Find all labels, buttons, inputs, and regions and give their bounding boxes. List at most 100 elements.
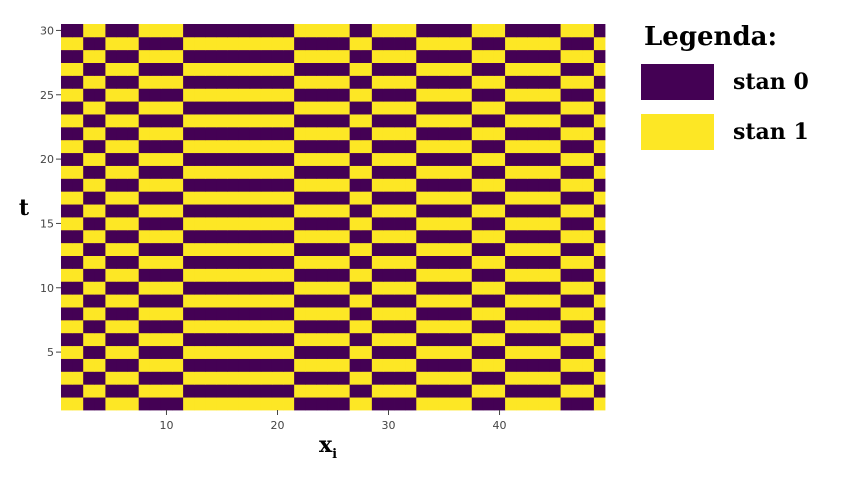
heatmap-cell [271, 397, 284, 411]
heatmap-cell [127, 36, 140, 51]
heatmap-cell [116, 229, 129, 244]
heatmap-cell [138, 371, 151, 385]
heatmap-cell [527, 255, 539, 269]
heatmap-cell [338, 75, 351, 89]
heatmap-cell [249, 242, 262, 256]
heatmap-cell [227, 307, 240, 321]
heatmap-cell [183, 62, 195, 76]
heatmap-cell [571, 101, 584, 115]
heatmap-cell [582, 217, 595, 231]
heatmap-cell [149, 371, 162, 385]
heatmap-cell [227, 62, 240, 76]
heatmap-cell [149, 397, 162, 411]
heatmap-cell [549, 229, 561, 244]
heatmap-cell [149, 384, 162, 398]
heatmap-cell [438, 294, 450, 308]
heatmap-cell [371, 114, 384, 128]
heatmap-cell [327, 371, 339, 385]
heatmap-cell [205, 88, 217, 102]
heatmap-cell [405, 114, 417, 128]
heatmap-cell [316, 397, 328, 411]
heatmap-cell [527, 371, 539, 385]
heatmap-cell [482, 36, 495, 51]
heatmap-cell [405, 62, 417, 76]
heatmap-cell [516, 281, 528, 295]
heatmap-cell [61, 384, 73, 398]
heatmap-cell [516, 75, 528, 89]
heatmap-cell [394, 384, 406, 398]
heatmap-cell [349, 126, 362, 141]
heatmap-cell [305, 229, 317, 244]
heatmap-cell [305, 384, 317, 398]
heatmap-cell [72, 75, 84, 89]
heatmap-cell [549, 49, 561, 63]
heatmap-cell [249, 62, 262, 76]
heatmap-cell [349, 332, 362, 347]
heatmap-cell [338, 345, 351, 359]
heatmap-cell [160, 294, 173, 308]
heatmap-cell [316, 319, 328, 334]
heatmap-cell [294, 114, 306, 128]
heatmap-cell [582, 62, 595, 76]
heatmap-cell [327, 358, 339, 372]
heatmap-cell [482, 371, 495, 385]
heatmap-cell [460, 255, 473, 269]
heatmap-cell [271, 242, 284, 256]
heatmap-cell [394, 371, 406, 385]
heatmap-cell [327, 255, 339, 269]
heatmap-cell [538, 319, 550, 334]
heatmap-cell [360, 242, 373, 256]
heatmap-cell [438, 75, 450, 89]
heatmap-cell [593, 152, 606, 166]
heatmap-cell [405, 255, 417, 269]
heatmap-cell [582, 178, 595, 192]
heatmap-cell [471, 49, 484, 63]
heatmap-cell [405, 319, 417, 334]
heatmap-cell [83, 384, 95, 398]
heatmap-cell [482, 358, 495, 372]
heatmap-cell [549, 294, 561, 308]
heatmap-cell [160, 88, 173, 102]
heatmap-cell [172, 126, 184, 141]
heatmap-cell [116, 281, 129, 295]
heatmap-cell [216, 49, 228, 63]
heatmap-cell [405, 229, 417, 244]
heatmap-cell [471, 62, 484, 76]
heatmap-cell [593, 49, 606, 63]
heatmap-cell [227, 332, 240, 347]
heatmap-cell [249, 319, 262, 334]
heatmap-cell [460, 319, 473, 334]
heatmap-cell [160, 217, 173, 231]
heatmap-cell [238, 332, 251, 347]
heatmap-cell [183, 397, 195, 411]
heatmap-cell [205, 268, 217, 282]
heatmap-cell [549, 358, 561, 372]
heatmap-cell [460, 281, 473, 295]
heatmap-cell [83, 294, 95, 308]
heatmap-cell [527, 268, 539, 282]
heatmap-cell [283, 255, 295, 269]
heatmap-cell [460, 371, 473, 385]
heatmap-cell [394, 242, 406, 256]
heatmap-cell [116, 294, 129, 308]
heatmap-cell [227, 165, 240, 179]
heatmap-cell [571, 307, 584, 321]
heatmap-cell [94, 165, 106, 179]
heatmap-cell [249, 204, 262, 218]
heatmap-cell [505, 397, 517, 411]
heatmap-cell [405, 217, 417, 231]
heatmap-cell [471, 332, 484, 347]
heatmap-cell [527, 62, 539, 76]
heatmap-cell [593, 36, 606, 51]
heatmap-cell [294, 24, 306, 38]
heatmap-cell [516, 191, 528, 205]
heatmap-cell [105, 345, 117, 359]
heatmap-cell [183, 88, 195, 102]
heatmap-cell [571, 294, 584, 308]
heatmap-cell [305, 49, 317, 63]
heatmap-cell [116, 178, 129, 192]
heatmap-cell [516, 217, 528, 231]
heatmap-cell [505, 49, 517, 63]
heatmap-cell [249, 49, 262, 63]
legend: Legenda: stan 0 stan 1 [641, 22, 841, 164]
